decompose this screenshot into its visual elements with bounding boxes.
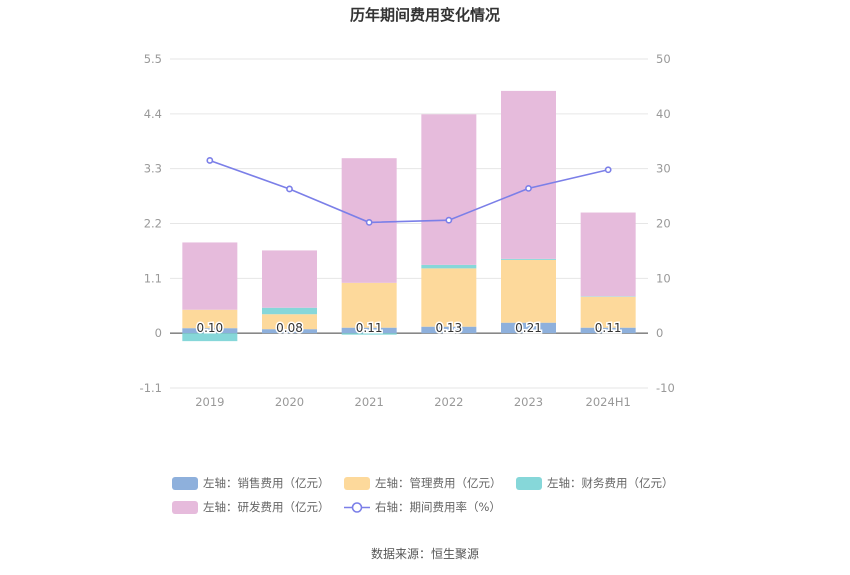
left-tick-label: 5.5 xyxy=(144,52,162,66)
bar-segment xyxy=(182,242,238,310)
line-point xyxy=(525,185,532,192)
bar-segment xyxy=(580,327,636,334)
left-tick-label: 4.4 xyxy=(144,107,162,121)
legend-swatch xyxy=(344,476,370,490)
chart-plot: -1.1 0 1.1 2.2 3.3 4.4 5.5 -10 0 10 20 30 40 50 2019 20… xyxy=(140,52,675,409)
chart-title: 历年期间费用变化情况 xyxy=(349,6,500,24)
legend-swatch xyxy=(516,476,542,490)
bar-segment xyxy=(341,327,397,334)
legend-swatch xyxy=(172,476,198,490)
bar-segment xyxy=(341,333,397,335)
legend-label: 左轴：销售费用（亿元） xyxy=(203,476,330,490)
legend-item[interactable]: 左轴：管理费用（亿元） xyxy=(344,475,502,491)
right-tick-label: 20 xyxy=(656,217,671,231)
legend-label: 右轴：期间费用率（%） xyxy=(375,500,501,514)
line-point xyxy=(206,157,214,164)
line-point xyxy=(445,216,453,224)
bar-segment xyxy=(421,268,477,327)
bar-segment xyxy=(501,322,556,334)
bar-segment xyxy=(262,307,317,315)
bar-segment xyxy=(262,329,317,334)
bar-segment xyxy=(501,259,556,323)
data-labels: 0.10 0.08 0.11 0.13 0.21 0.11 xyxy=(195,320,623,337)
bar-segment xyxy=(421,114,477,265)
bar-segment xyxy=(182,333,238,342)
axis-tick-labels: -1.1 0 1.1 2.2 3.3 4.4 5.5 -10 0 10 20 30 40 50 2019 20… xyxy=(140,52,675,409)
x-tick-label: 2019 xyxy=(195,395,224,409)
grid-lines xyxy=(170,58,648,389)
bar-segment xyxy=(182,309,238,329)
data-label: 0.13 xyxy=(435,321,462,335)
source-note: 数据来源：恒生聚源 xyxy=(370,547,479,561)
left-tick-label: -1.1 xyxy=(140,381,162,395)
legend-item[interactable]: 左轴：财务费用（亿元） xyxy=(516,475,674,491)
line-series-path xyxy=(209,159,609,224)
bar-segment xyxy=(421,264,477,269)
bar-segment xyxy=(580,212,636,297)
line-series xyxy=(206,157,612,226)
data-label: 0.08 xyxy=(276,321,303,335)
bar-segment xyxy=(580,296,636,297)
right-tick-label: 0 xyxy=(656,326,663,340)
line-point xyxy=(286,185,293,193)
data-label: 0.11 xyxy=(356,321,383,335)
x-tick-label: 2024H1 xyxy=(586,395,631,409)
legend-item[interactable]: 右轴：期间费用率（%） xyxy=(344,499,501,515)
legend-label: 左轴：管理费用（亿元） xyxy=(375,476,502,490)
bar-segment xyxy=(341,282,397,328)
data-label: 0.11 xyxy=(595,321,622,335)
right-tick-label: 10 xyxy=(656,271,671,285)
bar-segment xyxy=(182,328,238,334)
bar-segment xyxy=(580,296,636,328)
bar-segment xyxy=(262,314,317,330)
bar-segment xyxy=(501,90,556,259)
x-tick-label: 2021 xyxy=(355,395,384,409)
left-tick-label: 2.2 xyxy=(144,217,162,231)
bar-segment xyxy=(262,250,317,308)
right-tick-label: 50 xyxy=(656,52,671,66)
right-tick-label: 30 xyxy=(656,162,671,176)
bar-segment xyxy=(501,258,556,260)
line-point xyxy=(365,219,373,226)
legend-swatch xyxy=(172,500,198,514)
x-tick-label: 2020 xyxy=(275,395,304,409)
left-tick-label: 3.3 xyxy=(144,162,162,176)
right-tick-label: 40 xyxy=(656,107,671,121)
legend-label: 左轴：财务费用（亿元） xyxy=(547,476,674,490)
legend-line-swatch xyxy=(344,501,370,513)
legend-item[interactable]: 左轴：销售费用（亿元） xyxy=(172,475,330,491)
legend-item[interactable]: 左轴：研发费用（亿元） xyxy=(172,499,330,515)
x-tick-label: 2023 xyxy=(514,395,543,409)
bar-segment xyxy=(421,326,477,334)
left-tick-label: 0 xyxy=(155,326,162,340)
legend-label: 左轴：研发费用（亿元） xyxy=(203,500,330,514)
data-label: 0.21 xyxy=(515,321,542,335)
line-point xyxy=(604,166,612,174)
bar-series xyxy=(182,90,636,342)
data-label: 0.10 xyxy=(196,321,223,335)
x-tick-label: 2022 xyxy=(434,395,463,409)
left-tick-label: 1.1 xyxy=(144,271,162,285)
right-tick-label: -10 xyxy=(656,381,675,395)
